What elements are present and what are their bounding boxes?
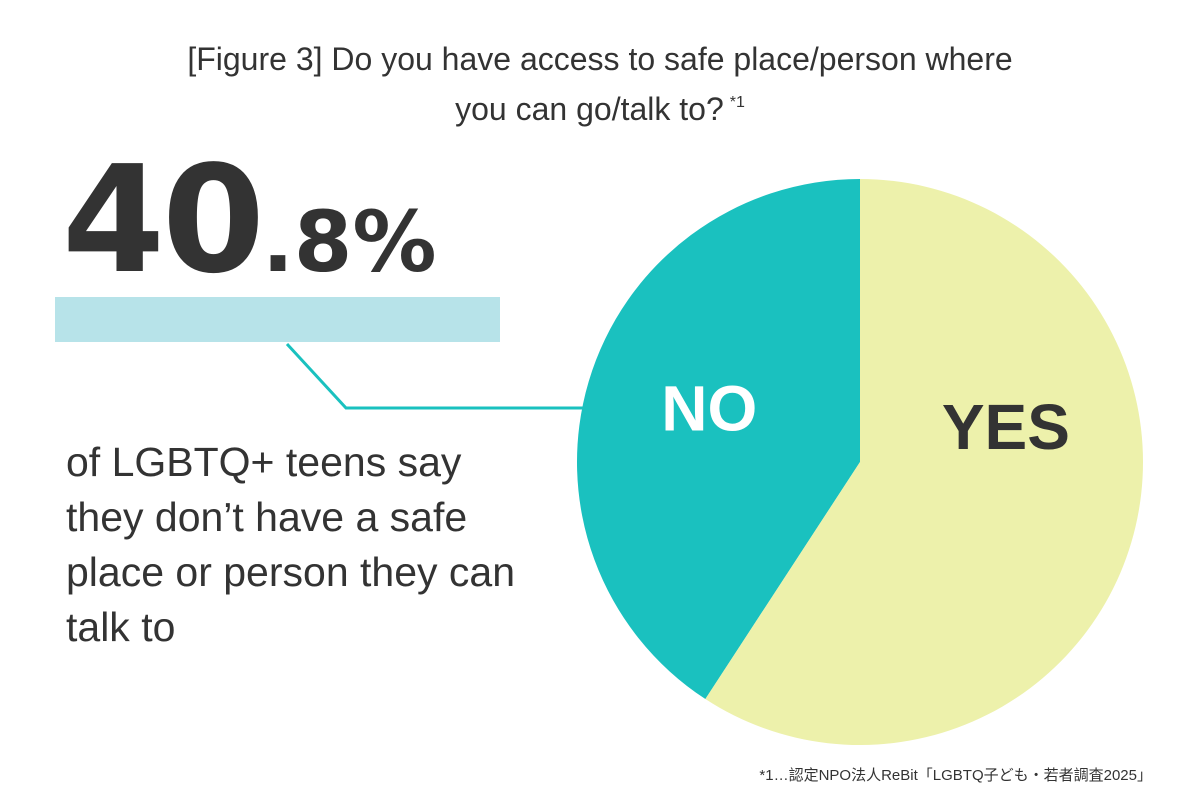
- chart-title-line1: [Figure 3] Do you have access to safe pl…: [187, 41, 1013, 77]
- chart-title-line2-text: you can go/talk to?: [455, 91, 724, 127]
- headline-statement: of LGBTQ+ teens say they don’t have a sa…: [66, 439, 515, 650]
- chart-title: [Figure 3] Do you have access to safe pl…: [0, 34, 1200, 134]
- headline-percentage: 40.8%: [62, 140, 437, 322]
- highlight-bar: [55, 297, 500, 342]
- pie-slice-no: [576, 179, 860, 700]
- headline-decimal: .8%: [261, 193, 437, 291]
- pie-slice-yes: [705, 179, 1143, 745]
- pie-label-no: NO: [661, 372, 757, 444]
- pie-label-yes: YES: [942, 391, 1070, 463]
- callout-leader-line: [285, 342, 585, 410]
- source-footnote: *1…認定NPO法人ReBit「LGBTQ子ども・若者調査2025」: [759, 767, 1152, 784]
- headline-integer: 40: [62, 134, 265, 306]
- chart-title-line2: you can go/talk to? *1: [0, 84, 1200, 134]
- footnote-mark: *1: [729, 94, 745, 111]
